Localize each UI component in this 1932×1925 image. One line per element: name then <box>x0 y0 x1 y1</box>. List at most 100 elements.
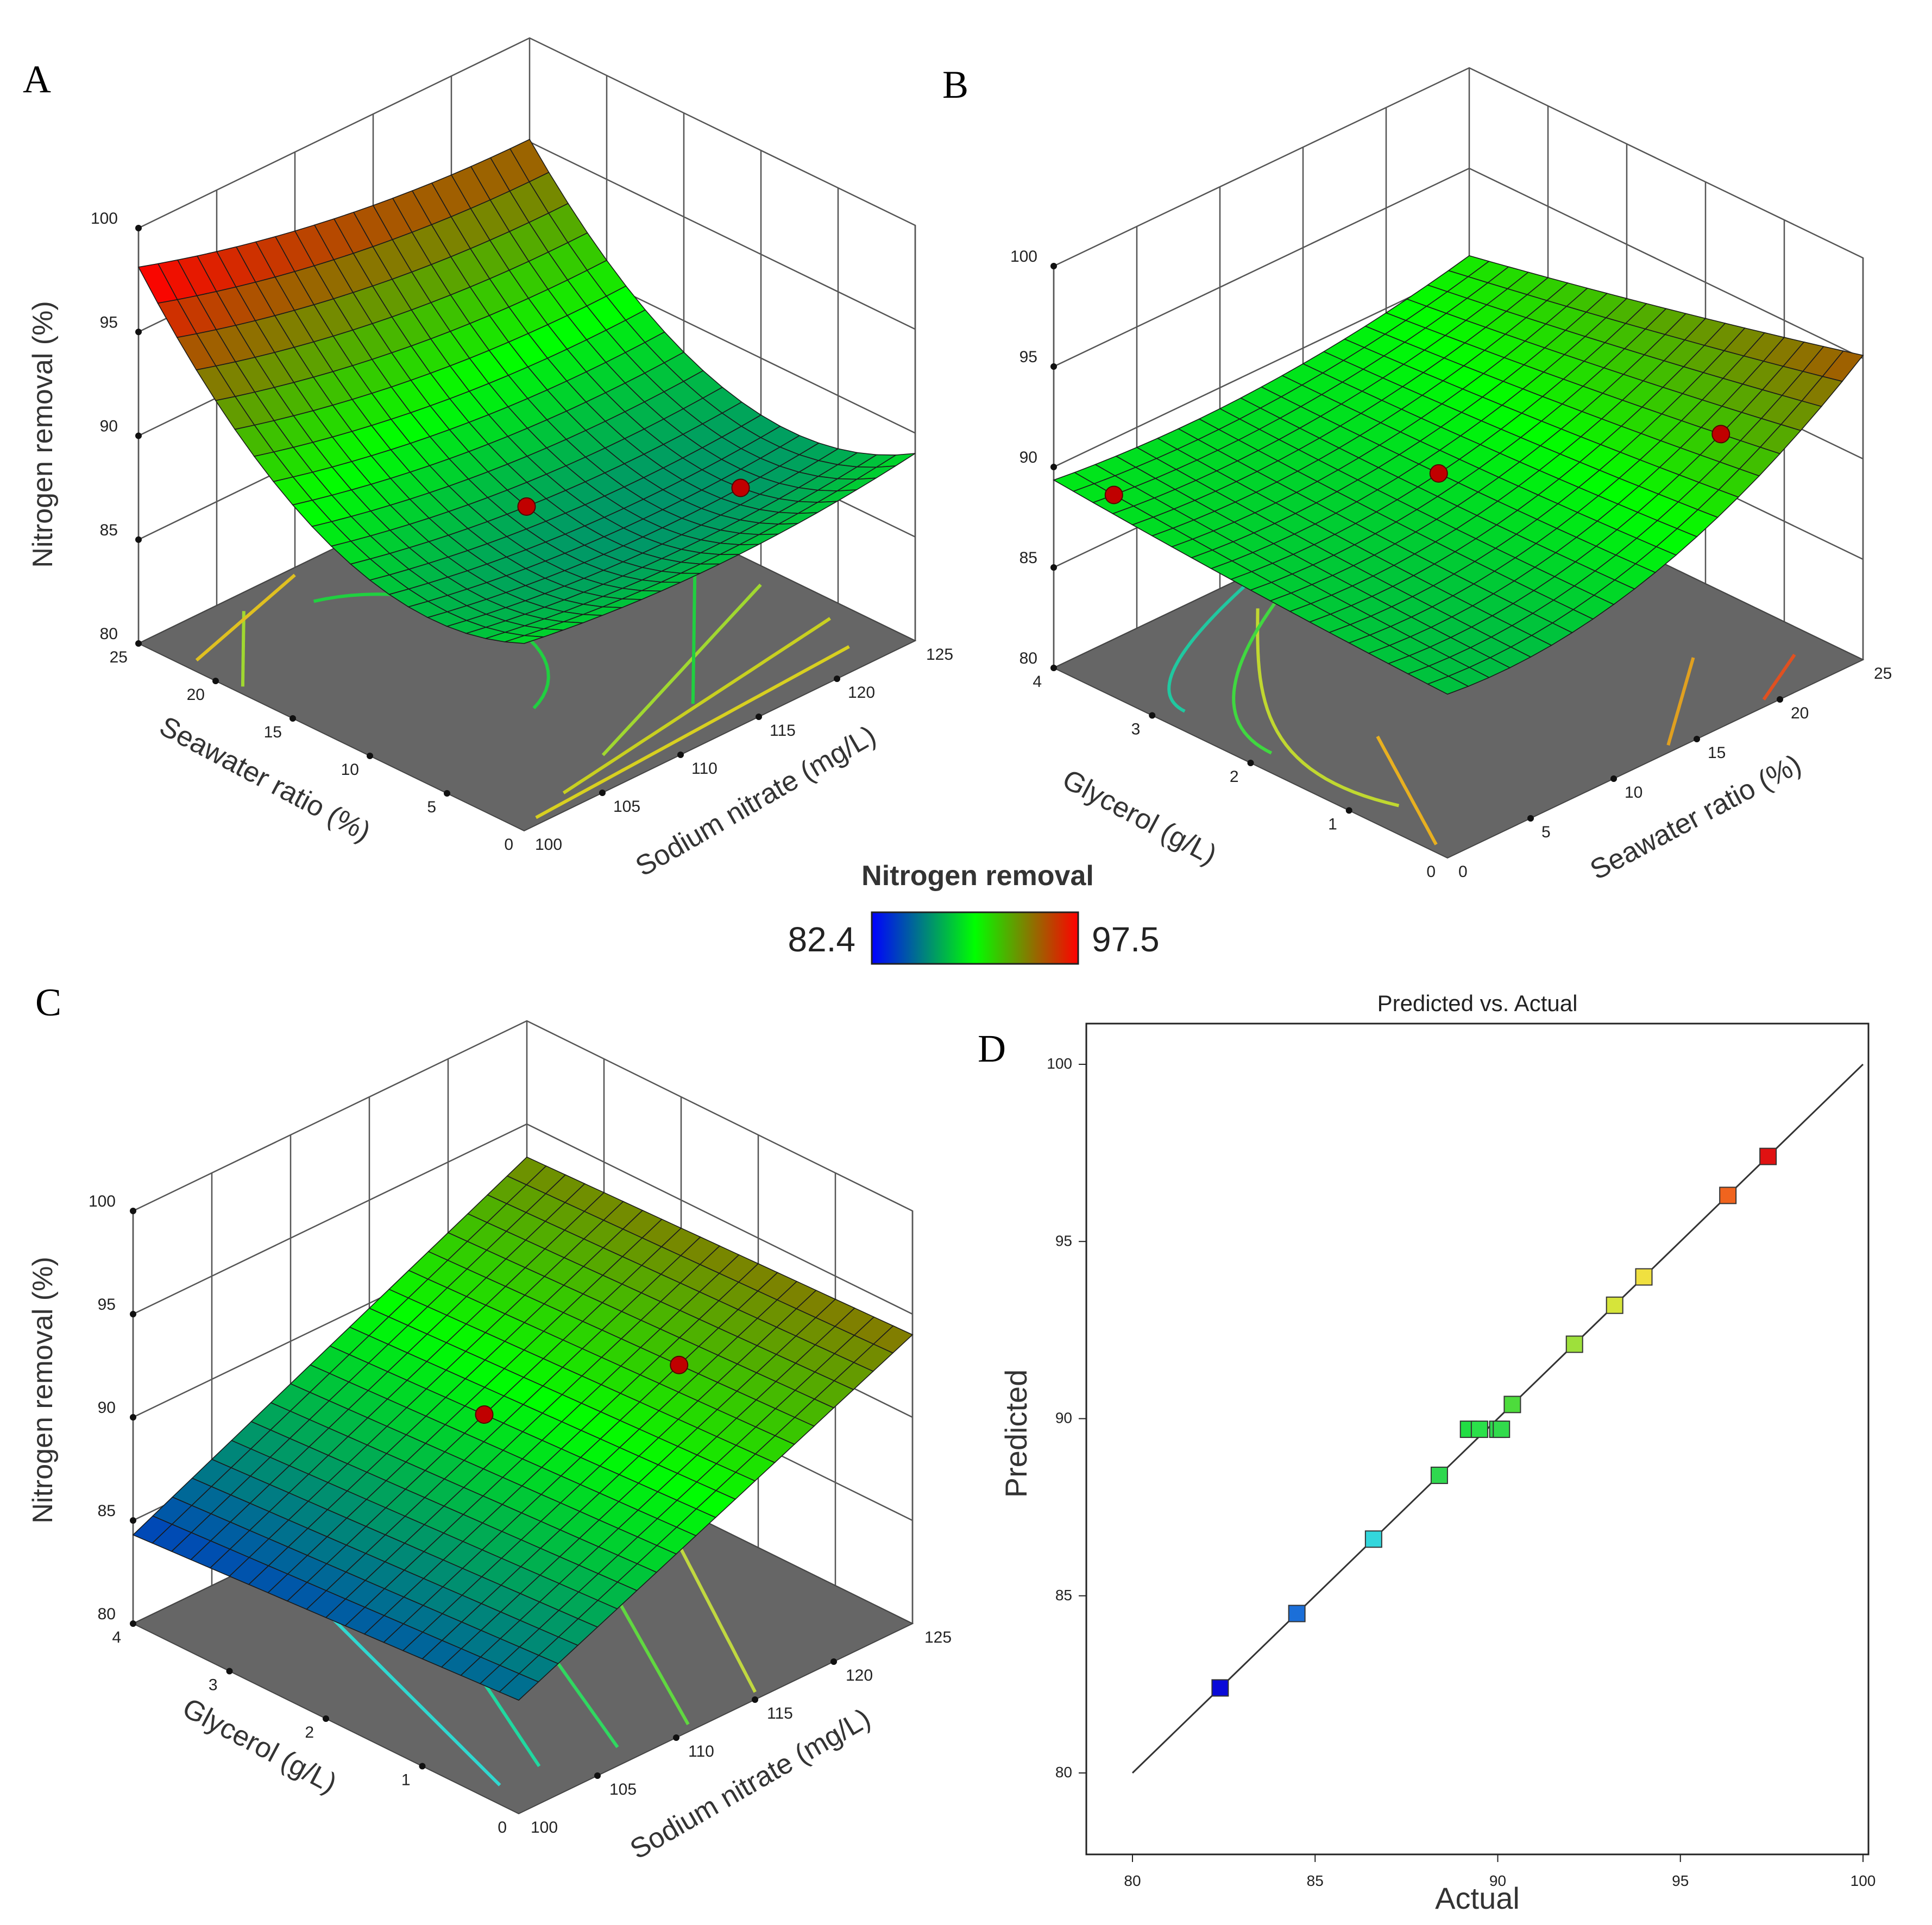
x-tick-label: 100 <box>531 1819 558 1836</box>
y-tick-mark <box>323 1715 329 1722</box>
design-point <box>731 478 750 497</box>
y-tick-label: 25 <box>110 648 128 666</box>
panel-letter-d: D <box>978 1027 1006 1070</box>
x-tick-mark <box>752 1696 758 1703</box>
y-tick-label: 4 <box>112 1629 121 1646</box>
y-tick-mark <box>1149 712 1156 719</box>
wall-gridline <box>1053 167 1864 368</box>
z-tick-mark <box>135 329 142 336</box>
data-point <box>1759 1147 1777 1165</box>
contour-line <box>1232 567 1304 755</box>
z-tick-mark <box>135 640 142 647</box>
x-tick-label: 100 <box>535 836 562 854</box>
y-tick-label: 5 <box>427 798 436 816</box>
z-tick-label: 80 <box>1020 649 1037 667</box>
z-tick-mark <box>1050 363 1057 370</box>
y-tick-mark <box>1345 807 1352 814</box>
z-tick-mark <box>1050 263 1057 269</box>
z-tick-label: 80 <box>98 1605 116 1623</box>
design-point <box>1104 485 1123 504</box>
y-tick-label: 100 <box>1047 1055 1072 1072</box>
y-tick-label: 85 <box>1055 1587 1072 1604</box>
y-tick-label: 90 <box>1055 1410 1072 1427</box>
contour-line <box>1666 657 1695 746</box>
y-tick-mark <box>1247 760 1254 766</box>
x-tick-label: 120 <box>848 684 875 702</box>
surface-patch <box>505 635 544 644</box>
z-tick-label: 95 <box>98 1296 116 1314</box>
z-tick-mark <box>1050 665 1057 671</box>
data-point <box>1288 1605 1306 1623</box>
y-tick-label: 95 <box>1055 1232 1072 1249</box>
x-tick-label: 125 <box>924 1629 952 1646</box>
contour-line <box>1762 653 1796 700</box>
x-tick-label: 80 <box>1124 1872 1141 1889</box>
contour-line <box>1256 608 1400 807</box>
z-tick-label: 85 <box>98 1502 116 1520</box>
y-tick-label: 0 <box>498 1819 507 1836</box>
data-point <box>1364 1530 1382 1548</box>
x-tick-label: 100 <box>1851 1872 1876 1889</box>
data-point <box>1493 1421 1511 1438</box>
x-tick-mark <box>599 790 606 796</box>
y-tick-label: 1 <box>1328 816 1337 834</box>
x-tick-mark <box>677 752 684 758</box>
z-tick-mark <box>135 432 142 439</box>
y-tick-label: 4 <box>1033 673 1042 691</box>
x-tick-label: 10 <box>1625 784 1642 801</box>
design-point <box>670 1355 689 1374</box>
x-tick-mark <box>673 1734 679 1741</box>
y-tick-label: 0 <box>1426 863 1436 881</box>
data-point <box>1606 1296 1623 1314</box>
y-axis-title: Predicted <box>999 1369 1033 1498</box>
x-tick-mark <box>594 1772 601 1779</box>
data-point <box>1503 1396 1521 1413</box>
x-tick-mark <box>1777 696 1783 703</box>
y-tick-mark <box>444 790 450 797</box>
z-tick-label: 95 <box>100 313 118 331</box>
z-tick-label: 90 <box>100 418 118 436</box>
wall-gridline <box>133 1123 913 1315</box>
panel-a-surface-chart: 80 85 90 95 100 100 105 110 115 120 125 0 5 10 15 20 25 A… <box>23 37 953 882</box>
y-axis-title: Glycerol (g/L) <box>1058 763 1222 871</box>
z-tick-mark <box>1050 564 1057 571</box>
z-tick-mark <box>130 1620 136 1627</box>
panel-letter-b: B <box>942 63 968 106</box>
panel-letter-a: A <box>23 58 51 101</box>
data-point <box>1211 1679 1229 1697</box>
z-tick-label: 85 <box>1020 549 1037 567</box>
x-tick-label: 110 <box>688 1743 714 1760</box>
data-point <box>1719 1186 1737 1204</box>
contour-line <box>1376 735 1438 845</box>
y-tick-mark <box>212 678 219 684</box>
legend-title: Nitrogen removal <box>861 860 1094 892</box>
panel-letter-c: C <box>35 981 61 1024</box>
x-tick-label: 115 <box>767 1705 793 1722</box>
y-tick-label: 2 <box>305 1724 314 1741</box>
y-tick-label: 10 <box>341 761 359 779</box>
x-tick-label: 85 <box>1307 1872 1324 1889</box>
z-tick-mark <box>130 1414 136 1421</box>
z-tick-label: 100 <box>89 1192 116 1210</box>
contour-line <box>601 583 762 756</box>
x-tick-label: 105 <box>609 1781 637 1798</box>
design-point <box>1429 464 1448 483</box>
y-tick-label: 3 <box>1131 721 1141 739</box>
z-axis-title: Nitrogen removal (%) <box>27 301 59 567</box>
y-tick-mark <box>367 753 373 759</box>
contour-line <box>562 617 831 794</box>
x-tick-label: 105 <box>613 798 640 816</box>
x-axis-title: Actual <box>1435 1881 1520 1915</box>
z-tick-mark <box>130 1311 136 1317</box>
x-tick-label: 125 <box>926 646 953 664</box>
contour-line <box>1167 581 1250 713</box>
z-tick-mark <box>130 1517 136 1524</box>
x-tick-label: 110 <box>691 760 718 778</box>
legend-max-label: 97.5 <box>1092 920 1160 959</box>
contour-line <box>195 573 296 662</box>
x-tick-label: 20 <box>1791 704 1809 722</box>
z-tick-label: 90 <box>98 1399 116 1417</box>
z-tick-label: 100 <box>91 210 118 228</box>
